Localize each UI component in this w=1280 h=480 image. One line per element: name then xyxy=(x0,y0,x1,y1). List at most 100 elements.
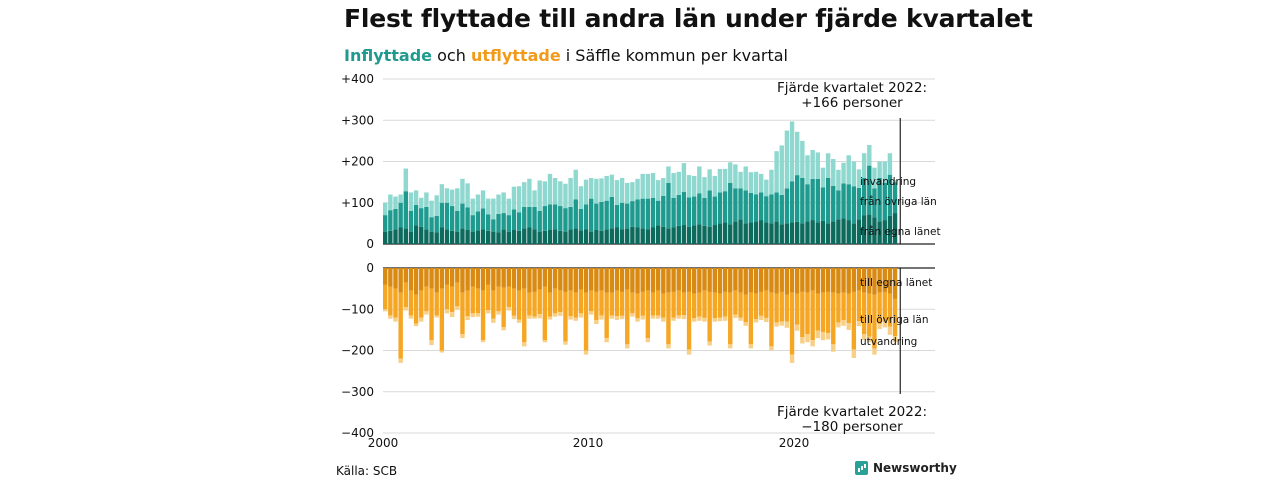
inflow-bar-segment xyxy=(661,178,666,196)
inflow-bar-segment xyxy=(547,173,553,205)
inflow-bar-segment xyxy=(506,215,511,232)
inflow-bar-segment xyxy=(475,230,481,244)
inflow-bar-segment xyxy=(697,166,702,194)
inflow-bar-segment xyxy=(455,188,460,211)
inflow-bar-segment xyxy=(887,215,893,244)
outflow-bar-segment xyxy=(434,268,439,293)
outflow-bar-segment xyxy=(511,288,517,316)
inflow-bar-segment xyxy=(655,225,661,244)
inflow-bar-segment xyxy=(604,229,609,244)
inflow-bar-segment xyxy=(810,178,815,221)
inflow-bar-segment xyxy=(573,169,578,200)
subtitle-outflow-word: utflyttade xyxy=(470,46,561,65)
inflow-bar-segment xyxy=(434,232,439,244)
outflow-bar-segment xyxy=(825,333,831,340)
outflow-bar-segment xyxy=(692,268,697,294)
outflow-bar-segment xyxy=(722,291,728,317)
outflow-bar-segment xyxy=(511,315,517,320)
inflow-bar-segment xyxy=(527,178,532,207)
inflow-bar-segment xyxy=(872,188,877,218)
outflow-bar-segment xyxy=(769,346,774,351)
inflow-bar-segment xyxy=(784,130,790,189)
inflow-bar-segment xyxy=(640,198,645,229)
outflow-bar-segment xyxy=(681,315,687,320)
inflow-bar-segment xyxy=(552,204,558,230)
outflow-bar-segment xyxy=(846,268,851,294)
inflow-series-label: från egna länet xyxy=(860,225,941,238)
inflow-bar-segment xyxy=(831,221,836,244)
outflow-bar-segment xyxy=(800,268,805,292)
outflow-bar-segment xyxy=(465,316,470,320)
newsworthy-logo: Newsworthy xyxy=(855,461,957,475)
inflow-bar-segment xyxy=(851,161,857,187)
inflow-bar-segment xyxy=(748,192,754,223)
inflow-bar-segment xyxy=(748,172,754,193)
outflow-bar-segment xyxy=(444,309,450,314)
inflow-bar-segment xyxy=(841,218,846,244)
outflow-bar-segment xyxy=(506,286,511,308)
outflow-bar-segment xyxy=(460,268,465,293)
inflow-bar-segment xyxy=(702,177,707,198)
inflow-bar-segment xyxy=(800,178,805,224)
y-tick-label-bottom: −100 xyxy=(341,302,374,316)
inflow-bar-segment xyxy=(692,175,697,197)
outflow-bar-segment xyxy=(594,319,599,325)
outflow-bar-segment xyxy=(578,268,584,290)
outflow-bar-segment xyxy=(800,291,805,338)
inflow-bar-segment xyxy=(578,186,584,209)
outflow-bar-segment xyxy=(413,294,419,324)
inflow-bar-segment xyxy=(820,167,826,188)
inflow-bar-segment xyxy=(882,220,887,244)
outflow-bar-segment xyxy=(779,321,784,326)
outflow-bar-segment xyxy=(393,288,398,318)
inflow-bar-segment xyxy=(614,204,620,228)
inflow-bar-segment xyxy=(733,221,738,244)
outflow-bar-segment xyxy=(496,286,501,312)
outflow-bar-segment xyxy=(552,288,558,314)
outflow-bar-segment xyxy=(815,330,820,339)
outflow-bar-segment xyxy=(861,268,867,293)
inflow-bar-segment xyxy=(527,227,532,244)
inflow-bar-segment xyxy=(465,229,470,244)
source-note: Källa: SCB xyxy=(336,464,398,478)
inflow-bar-segment xyxy=(573,199,578,229)
outflow-bar-segment xyxy=(846,323,851,330)
inflow-bar-segment xyxy=(496,232,501,244)
outflow-bar-segment xyxy=(841,319,846,326)
outflow-bar-segment xyxy=(475,313,481,317)
inflow-bar-segment xyxy=(748,222,754,244)
outflow-bar-segment xyxy=(480,268,486,291)
inflow-bar-segment xyxy=(697,193,702,225)
inflow-bar-segment xyxy=(398,202,403,228)
outflow-bar-segment xyxy=(810,268,815,291)
inflow-bar-segment xyxy=(650,173,656,198)
outflow-bar-segment xyxy=(717,268,723,294)
outflow-bar-segment xyxy=(655,315,661,319)
outflow-bar-segment xyxy=(388,315,393,319)
outflow-bar-segment xyxy=(733,290,738,315)
inflow-bar-segment xyxy=(563,231,568,244)
outflow-bar-segment xyxy=(532,268,537,292)
outflow-bar-segment xyxy=(429,340,434,346)
outflow-bar-segment xyxy=(836,268,841,294)
outflow-bar-segment xyxy=(480,290,486,341)
inflow-bar-segment xyxy=(640,228,645,244)
outflow-bar-segment xyxy=(707,291,712,342)
outflow-bar-segment xyxy=(795,268,800,294)
outflow-bar-segment xyxy=(589,311,594,315)
inflow-bar-segment xyxy=(805,221,810,244)
inflow-bar-segment xyxy=(851,186,857,224)
inflow-bar-segment xyxy=(429,231,434,244)
inflow-bar-segment xyxy=(460,178,465,204)
inflow-bar-segment xyxy=(784,223,790,244)
inflow-bar-segment xyxy=(795,175,800,222)
outflow-bar-segment xyxy=(851,349,857,358)
outflow-bar-segment xyxy=(877,292,882,325)
inflow-bar-segment xyxy=(439,184,445,203)
outflow-bar-segment xyxy=(733,268,738,291)
inflow-bar-segment xyxy=(800,140,805,178)
inflow-bar-segment xyxy=(795,131,800,176)
outflow-bar-segment xyxy=(552,313,558,317)
inflow-bar-segment xyxy=(383,202,388,216)
outflow-bar-segment xyxy=(480,340,486,343)
